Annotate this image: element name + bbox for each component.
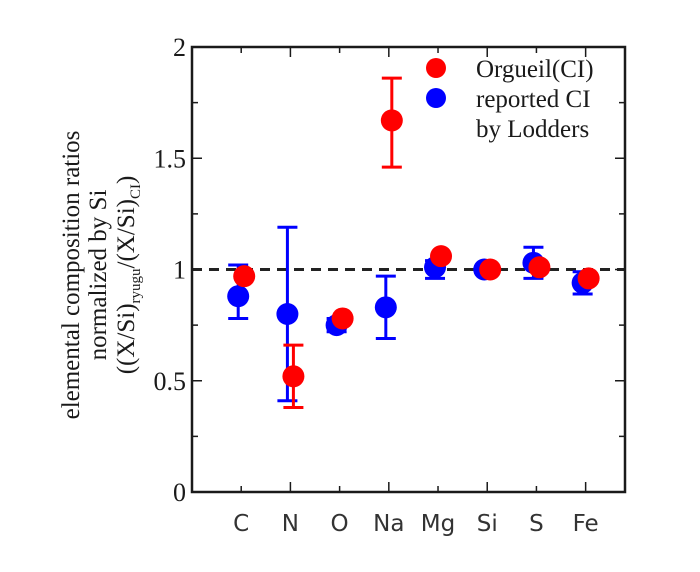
x-tick-label: Si	[477, 511, 498, 537]
y-tick-label: 1.5	[154, 144, 187, 173]
series-orgueil	[233, 76, 600, 409]
y-axis-label-line-1: elemental composition ratios	[58, 131, 85, 420]
formula-sub-ryugu: ryugu	[128, 268, 144, 303]
y-axis-label-formula: ((X/Si)ryugu/(X/Si)CI)	[113, 176, 144, 375]
x-tick-label: N	[282, 511, 299, 537]
formula-open: ((X/Si)	[113, 303, 140, 374]
series-layer	[227, 76, 600, 409]
formula-close: )	[113, 176, 140, 184]
legend-label-lodders-line-2: by Lodders	[476, 116, 589, 143]
data-point	[227, 285, 250, 308]
x-tick-label: O	[331, 511, 349, 537]
y-tick-label: 0	[173, 478, 186, 507]
formula-mid: /(X/Si)	[113, 199, 140, 268]
data-point	[282, 365, 305, 388]
data-point	[430, 245, 453, 268]
legend-marker-orgueil	[426, 58, 446, 78]
data-point	[331, 307, 354, 330]
y-tick-label: 0.5	[154, 367, 187, 396]
data-point	[577, 267, 600, 290]
x-tick-label: S	[529, 511, 544, 537]
series-lodders	[227, 225, 594, 403]
x-tick-labels: C N O Na Mg Si S Fe	[233, 511, 599, 537]
y-tick-label: 1	[173, 256, 186, 285]
y-tick-labels: 0 0.5 1 1.5 2	[154, 33, 187, 507]
data-point	[479, 258, 502, 281]
data-point	[380, 109, 403, 132]
data-point	[374, 296, 397, 319]
x-tick-label: Fe	[573, 511, 599, 537]
legend: Orgueil(CI) reported CI by Lodders	[426, 56, 594, 143]
plot-frame	[190, 45, 627, 494]
data-point	[233, 265, 256, 288]
legend-marker-lodders	[426, 88, 446, 108]
x-tick-label: Mg	[421, 511, 455, 537]
x-tick-label: Na	[373, 511, 404, 537]
x-tick-label: C	[233, 511, 249, 537]
formula-sub-ci: CI	[128, 184, 144, 199]
legend-label-orgueil: Orgueil(CI)	[476, 56, 594, 83]
data-point	[528, 256, 551, 279]
ticks-layer	[192, 46, 625, 493]
y-axis-label: elemental composition ratios normalized …	[58, 131, 144, 420]
y-axis-label-line-2: normalized by Si	[85, 190, 112, 361]
data-point	[276, 303, 299, 325]
y-tick-label: 2	[173, 33, 186, 62]
legend-label-lodders-line-1: reported CI	[476, 86, 591, 113]
